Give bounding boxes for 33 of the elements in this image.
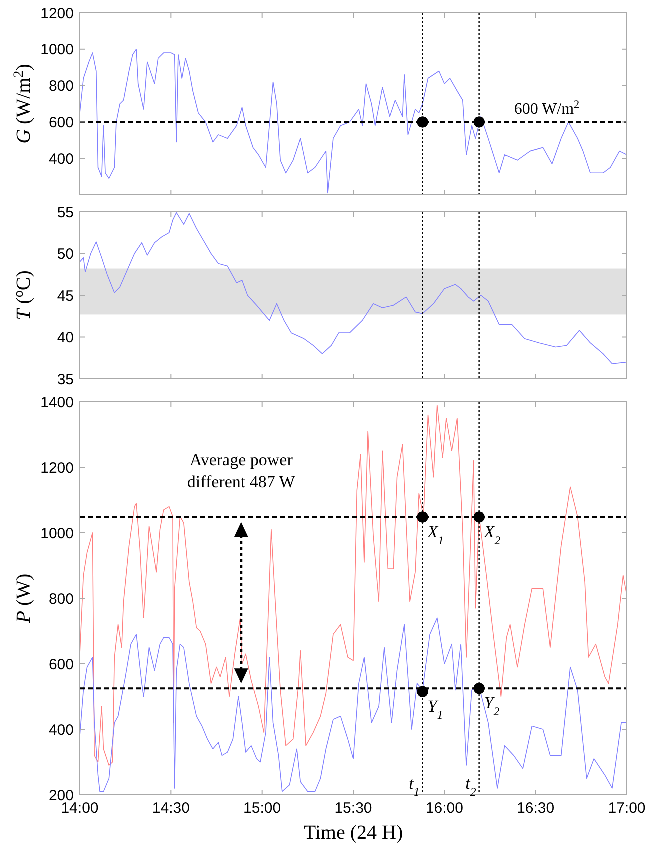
y-tick-label: 40 <box>57 330 74 346</box>
annotation: X$_{1}$ <box>426 522 444 548</box>
y-tick-label: 400 <box>48 150 74 168</box>
y-tick-label: 400 <box>48 722 74 739</box>
y-tick-label: 55 <box>57 204 74 222</box>
y-tick-label: 50 <box>57 246 74 263</box>
x-tick-label: 17:00 <box>608 800 646 817</box>
y-tick-label: 35 <box>57 371 74 388</box>
y-axis-title: P (W) <box>13 574 35 624</box>
y-tick-label: 1400 <box>40 394 74 412</box>
x-axis-title: Time (24 H) <box>304 822 404 844</box>
x-tick-label: 15:00 <box>244 800 282 817</box>
x-tick-label: 15:30 <box>334 800 372 817</box>
y-tick-label: 1000 <box>40 525 74 542</box>
y-tick-label: 600 <box>48 114 74 132</box>
y-tick-label: 800 <box>48 78 74 96</box>
x-tick-label: 16:30 <box>517 800 555 817</box>
y-tick-label: 800 <box>48 590 74 608</box>
y-tick-label: 1200 <box>40 460 74 477</box>
x-tick-label: 14:00 <box>61 800 99 817</box>
annotation: t$_{2}$ <box>466 774 476 799</box>
y-tick-label: 45 <box>57 288 74 305</box>
annotation: X$_{2}$ <box>483 522 501 548</box>
y-tick-label: 600 <box>48 656 74 674</box>
annotation: Y$_{2}$ <box>484 694 500 719</box>
annotation: Y$_{1}$ <box>428 696 444 722</box>
y-tick-label: 1200 <box>40 5 74 22</box>
x-tick-label: 14:30 <box>152 800 190 817</box>
ref-line-label: 600 W/m$^{2}$ <box>514 99 580 118</box>
annotation: Average power different 487 W <box>187 450 296 492</box>
annotation: t$_{1}$ <box>409 774 420 799</box>
y-tick-label: 1000 <box>40 42 74 59</box>
x-tick-label: 16:00 <box>426 800 464 817</box>
